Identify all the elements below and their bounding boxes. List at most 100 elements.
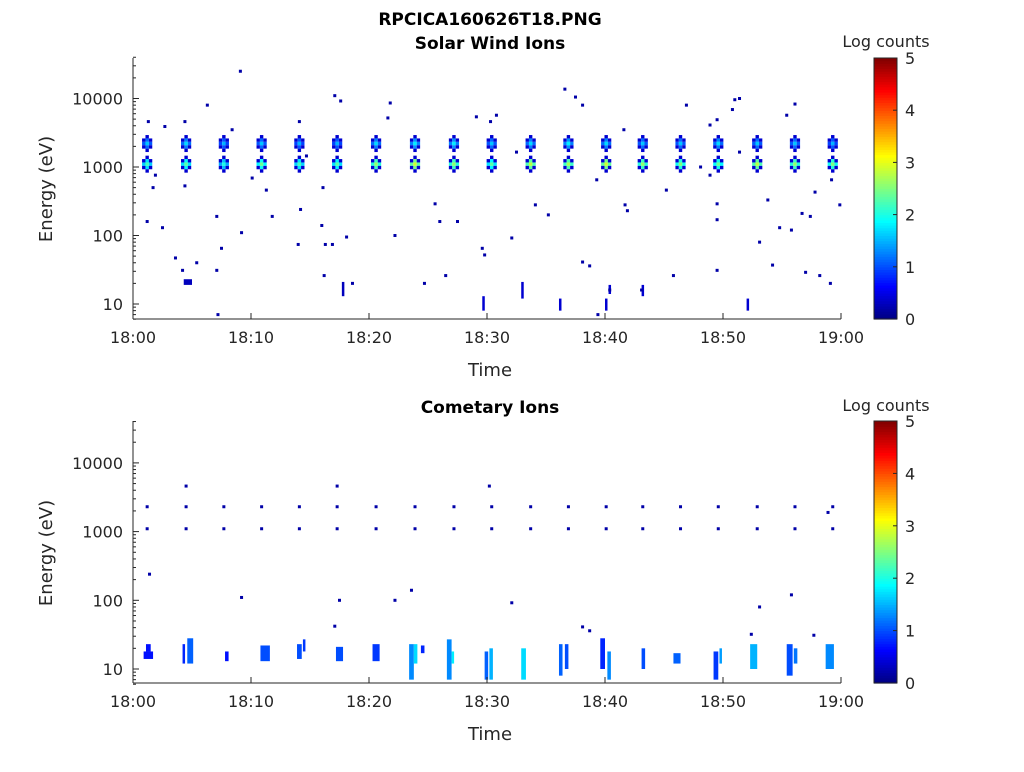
data-point [515, 150, 518, 154]
colorbar-segment [874, 154, 897, 158]
data-point [771, 263, 775, 267]
data-cell [218, 138, 223, 142]
y-tick-label: 10 [103, 660, 123, 679]
data-cell [448, 162, 453, 166]
data-point [483, 253, 487, 257]
colorbar-segment [874, 214, 897, 218]
data-point [161, 226, 164, 230]
colorbar-segment [874, 423, 897, 427]
data-point [250, 176, 254, 180]
data-cell [374, 148, 378, 153]
data-cell [297, 145, 302, 149]
colorbar-segment [874, 483, 897, 488]
data-cell [678, 135, 683, 139]
data-point [183, 120, 187, 124]
data-cell [181, 165, 185, 170]
data-cell [222, 135, 226, 139]
data-point [766, 198, 770, 202]
x-tick-label: 18:40 [582, 328, 628, 347]
data-cell [148, 159, 153, 163]
colorbar-segment [874, 625, 897, 629]
data-cell [374, 155, 378, 160]
data-bar [641, 648, 646, 669]
data-cell [789, 162, 794, 166]
data-bar [521, 648, 526, 680]
data-point [778, 226, 782, 230]
plot-background [133, 58, 841, 319]
data-point [789, 228, 793, 232]
data-point [715, 218, 719, 222]
data-cell [607, 145, 612, 149]
data-cell [142, 138, 146, 142]
data-cell [490, 135, 494, 139]
data-cell [301, 138, 305, 142]
colorbar-label: Log counts [842, 396, 929, 415]
data-point [296, 242, 300, 246]
data-cell [452, 155, 456, 160]
colorbar-segment [874, 285, 897, 289]
data-cell [263, 138, 267, 142]
data-cell [570, 145, 574, 149]
data-cell [675, 162, 679, 166]
x-tick-label: 18:50 [700, 692, 746, 711]
data-point [785, 113, 789, 117]
data-cell [793, 165, 797, 170]
colorbar-segment [874, 502, 897, 506]
colorbar-segment [874, 496, 897, 501]
data-point [828, 281, 832, 285]
data-point [184, 484, 188, 488]
colorbar-segment [874, 162, 897, 166]
data-cell [184, 159, 188, 163]
colorbar-segment [874, 557, 897, 561]
colorbar-segment [874, 313, 897, 317]
data-cell [831, 141, 835, 146]
data-point [422, 281, 426, 285]
data-point [238, 69, 242, 73]
data-cell [222, 145, 226, 149]
colorbar-segment [874, 491, 897, 495]
data-cell [222, 159, 226, 163]
data-point [433, 202, 437, 206]
colorbar-segment [874, 596, 897, 600]
colorbar-segment [874, 421, 897, 425]
data-cell [263, 159, 267, 163]
data-point [350, 281, 354, 285]
data-cell [338, 162, 343, 166]
data-bar [335, 646, 344, 662]
colorbar-segment [874, 206, 897, 210]
y-tick-label: 10000 [72, 90, 123, 109]
data-cell [335, 145, 339, 149]
data-bar [489, 648, 493, 680]
data-cell [796, 159, 801, 163]
data-point [581, 625, 585, 629]
data-cell [301, 165, 305, 170]
data-point [679, 527, 683, 531]
data-cell [181, 138, 185, 142]
data-point [566, 505, 570, 509]
colorbar-segment [874, 248, 897, 252]
data-cell [332, 159, 336, 163]
data-bar [600, 638, 605, 669]
data-cell [187, 159, 192, 163]
colorbar-segment [874, 261, 897, 265]
data-cell [525, 165, 529, 170]
data-point [339, 99, 343, 103]
colorbar-segment [874, 107, 897, 111]
data-cell [831, 138, 835, 142]
colorbar-segment [874, 638, 897, 642]
colorbar-segment [874, 136, 897, 140]
data-cell [335, 165, 339, 170]
colorbar-segment [874, 115, 897, 119]
data-cell [528, 148, 533, 153]
data-point [664, 188, 668, 192]
colorbar-segment [874, 243, 897, 247]
colorbar-segment [874, 287, 897, 291]
data-bar [451, 651, 455, 664]
data-point [240, 231, 244, 235]
colorbar-segment [874, 78, 897, 83]
data-point [574, 95, 577, 99]
data-cell [142, 165, 146, 170]
data-cell [338, 141, 343, 146]
colorbar-segment [874, 538, 897, 543]
colorbar-segment [874, 457, 897, 461]
